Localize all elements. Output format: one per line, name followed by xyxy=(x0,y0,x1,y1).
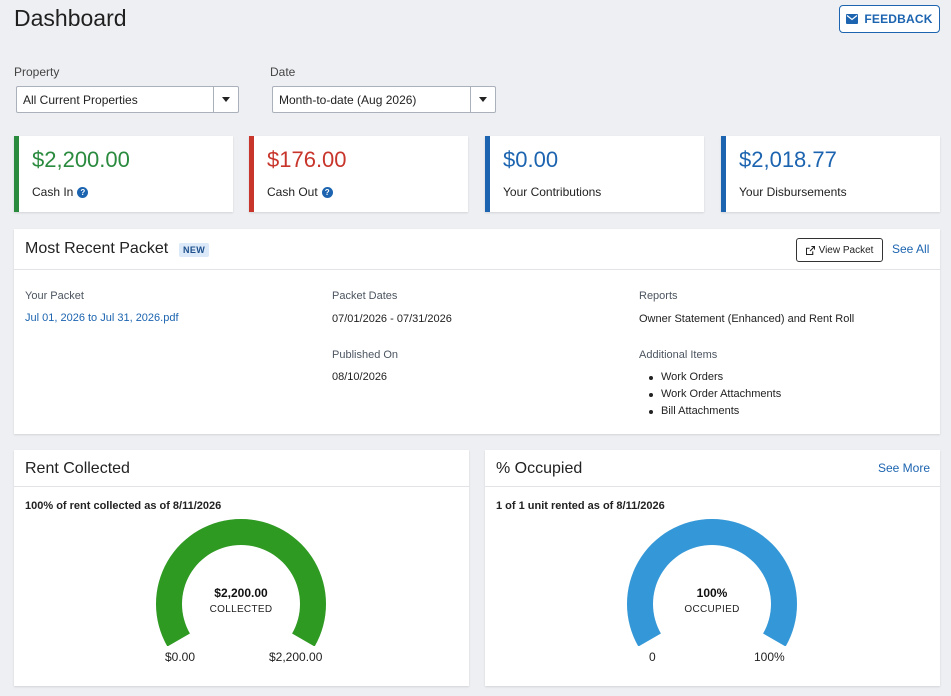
published-on-value: 08/10/2026 xyxy=(332,371,388,383)
see-all-link[interactable]: See All xyxy=(892,242,930,256)
rent-collected-panel: Rent Collected 100% of rent collected as… xyxy=(14,450,469,686)
date-select-value: Month-to-date (Aug 2026) xyxy=(279,92,417,107)
card-accent-bar xyxy=(485,136,490,212)
card-accent-bar xyxy=(14,136,19,212)
occupied-gauge-max: 100% xyxy=(754,650,785,664)
reports-label: Reports xyxy=(639,290,678,302)
rent-gauge-min: $0.00 xyxy=(165,650,196,664)
additional-items-label: Additional Items xyxy=(639,349,718,361)
disbursements-amount: $2,018.77 xyxy=(739,147,837,172)
external-link-icon xyxy=(805,245,815,255)
envelope-icon xyxy=(846,14,859,24)
rent-gauge-max: $2,200.00 xyxy=(269,650,323,664)
cash-out-label-text: Cash Out xyxy=(267,185,318,199)
disbursements-card: $2,018.77 Your Disbursements xyxy=(721,136,940,212)
cash-out-label: Cash Out? xyxy=(267,185,333,199)
contributions-label: Your Contributions xyxy=(503,185,602,199)
disbursements-label: Your Disbursements xyxy=(739,185,847,199)
cash-out-card: $176.00 Cash Out? xyxy=(249,136,468,212)
chevron-down-icon[interactable] xyxy=(470,87,495,112)
additional-items-list: Work Orders Work Order Attachments Bill … xyxy=(639,369,781,420)
cash-out-amount: $176.00 xyxy=(267,147,347,172)
chevron-down-icon[interactable] xyxy=(213,87,238,112)
rent-gauge-value: $2,200.00 xyxy=(214,586,268,600)
occupied-header: % Occupied See More xyxy=(485,450,940,487)
rent-gauge xyxy=(156,519,326,646)
occupied-gauge xyxy=(627,519,797,646)
packet-panel-header: Most Recent Packet NEW View Packet See A… xyxy=(14,229,940,270)
view-packet-button[interactable]: View Packet xyxy=(796,238,883,262)
occupied-panel: % Occupied See More 1 of 1 unit rented a… xyxy=(485,450,940,686)
page-title: Dashboard xyxy=(14,5,127,31)
cash-in-label: Cash In? xyxy=(32,185,89,199)
packet-dates-value: 07/01/2026 - 07/31/2026 xyxy=(332,313,452,325)
occupied-gauge-min: 0 xyxy=(649,650,656,664)
contributions-amount: $0.00 xyxy=(503,147,559,172)
rent-gauge-sublabel: COLLECTED xyxy=(209,604,273,615)
new-badge: NEW xyxy=(179,243,210,257)
rent-collected-title: Rent Collected xyxy=(25,460,130,477)
rent-collected-caption: 100% of rent collected as of 8/11/2026 xyxy=(25,500,222,512)
packet-pdf-link[interactable]: Jul 01, 2026 to Jul 31, 2026.pdf xyxy=(25,312,179,324)
gauge-fill xyxy=(156,519,326,646)
cash-in-label-text: Cash In xyxy=(32,185,74,199)
packet-panel: Most Recent Packet NEW View Packet See A… xyxy=(14,229,940,434)
property-select[interactable]: All Current Properties xyxy=(16,86,239,113)
help-icon[interactable]: ? xyxy=(77,186,89,198)
cash-in-amount: $2,200.00 xyxy=(32,147,130,172)
view-packet-label: View Packet xyxy=(818,244,874,256)
contributions-card: $0.00 Your Contributions xyxy=(485,136,704,212)
occupied-gauge-value: 100% xyxy=(696,586,728,600)
help-icon[interactable]: ? xyxy=(321,186,333,198)
property-select-value: All Current Properties xyxy=(23,92,138,107)
date-select[interactable]: Month-to-date (Aug 2026) xyxy=(272,86,496,113)
occupied-caption: 1 of 1 unit rented as of 8/11/2026 xyxy=(496,500,665,512)
feedback-button[interactable]: FEEDBACK xyxy=(839,5,940,33)
date-filter-label: Date xyxy=(270,65,296,79)
gauge-fill xyxy=(627,519,797,646)
feedback-label: FEEDBACK xyxy=(864,12,933,26)
published-on-label: Published On xyxy=(332,349,399,361)
card-accent-bar xyxy=(721,136,726,212)
packet-dates-label: Packet Dates xyxy=(332,290,398,302)
your-packet-label: Your Packet xyxy=(25,290,84,302)
occupied-gauge-sublabel: OCCUPIED xyxy=(684,604,740,615)
rent-collected-header: Rent Collected xyxy=(14,450,469,487)
list-item: Work Orders xyxy=(639,369,781,386)
property-filter-label: Property xyxy=(14,65,60,79)
cash-in-card: $2,200.00 Cash In? xyxy=(14,136,233,212)
reports-value: Owner Statement (Enhanced) and Rent Roll xyxy=(639,313,855,325)
see-more-link[interactable]: See More xyxy=(878,461,931,475)
list-item: Bill Attachments xyxy=(639,403,781,420)
occupied-title: % Occupied xyxy=(496,460,583,477)
packet-panel-title: Most Recent Packet xyxy=(25,240,169,257)
card-accent-bar xyxy=(249,136,254,212)
list-item: Work Order Attachments xyxy=(639,386,781,403)
